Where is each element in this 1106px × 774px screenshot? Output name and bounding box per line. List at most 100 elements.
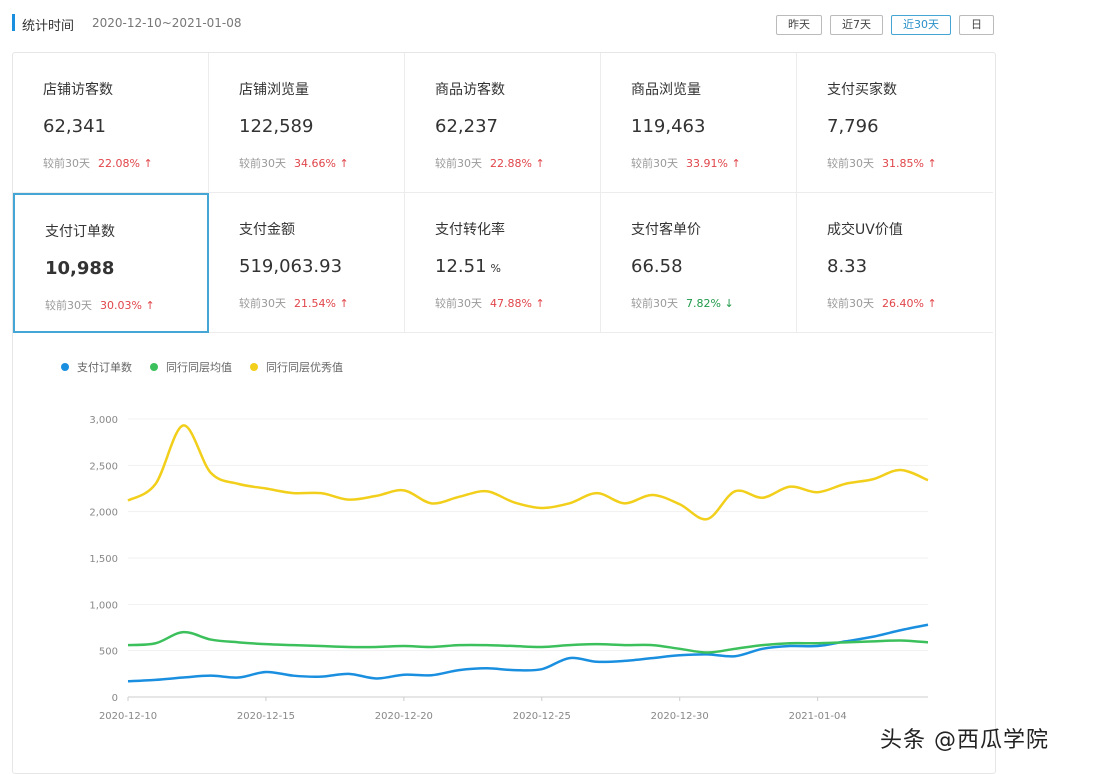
x-tick-label: 2021-01-04 (789, 711, 847, 722)
metric-title: 商品浏览量 (631, 82, 701, 98)
metric-compare: 较前30天 33.91% ↑ (631, 155, 741, 171)
section-accent-bar (12, 14, 15, 31)
y-tick-label: 1,500 (89, 554, 118, 565)
metric-compare: 较前30天 22.88% ↑ (435, 155, 545, 171)
change-percent: 31.85% (882, 157, 924, 170)
legend-label: 支付订单数 (77, 361, 132, 374)
compare-label: 较前30天 (631, 157, 678, 170)
metric-number: 62,341 (43, 116, 106, 137)
change-percent: 7.82% (686, 297, 721, 310)
metric-card[interactable]: 成交UV价值 8.33 较前30天 26.40% ↑ (797, 193, 993, 333)
legend-item-peer-excellent[interactable]: 同行同层优秀值 (250, 359, 343, 375)
arrow-up-icon: ↑ (335, 157, 349, 170)
y-tick-label: 0 (112, 693, 118, 704)
x-tick-label: 2020-12-10 (99, 711, 157, 722)
compare-label: 较前30天 (827, 297, 874, 310)
arrow-up-icon: ↑ (139, 157, 153, 170)
metric-number: 8.33 (827, 256, 868, 277)
metric-value: 8.33 (827, 256, 867, 277)
arrow-up-icon: ↑ (923, 297, 937, 310)
arrow-down-icon: ↓ (720, 297, 734, 310)
metric-number: 519,063.93 (239, 256, 343, 277)
metric-number: 122,589 (239, 116, 314, 137)
metric-card[interactable]: 支付客单价 66.58 较前30天 7.82% ↓ (601, 193, 797, 333)
compare-label: 较前30天 (435, 297, 482, 310)
metric-number: 10,988 (45, 258, 115, 279)
metric-value: 122,589 (239, 116, 313, 137)
change-percent: 22.88% (490, 157, 532, 170)
metric-value: 62,341 (43, 116, 106, 137)
metric-value: 119,463 (631, 116, 705, 137)
change-percent: 30.03% (100, 299, 142, 312)
metrics-panel: 店铺访客数 62,341 较前30天 22.08% ↑ 店铺浏览量 122,589 较前30… (12, 52, 996, 774)
legend-label: 同行同层均值 (166, 361, 232, 374)
line-chart: 0 500 1,000 1,500 2,000 2,500 3,000 2020-12-10 2… (89, 415, 929, 722)
legend-item-orders[interactable]: 支付订单数 (61, 359, 132, 375)
stats-time-bar: 统计时间 2020-12-10~2021-01-08 昨天 近7天 近30天 日 (12, 10, 994, 38)
series-line-0[interactable] (127, 623, 929, 683)
metric-card[interactable]: 店铺浏览量 122,589 较前30天 34.66% ↑ (209, 53, 405, 193)
metric-number: 66.58 (631, 256, 683, 277)
period-button-30days[interactable]: 近30天 (891, 15, 951, 35)
period-button-yesterday[interactable]: 昨天 (776, 15, 822, 35)
legend-dot-blue (61, 363, 69, 371)
metric-title: 成交UV价值 (827, 222, 903, 238)
metric-title: 支付买家数 (827, 82, 897, 98)
metric-value: 10,988 (45, 258, 114, 279)
metric-title: 支付客单价 (631, 222, 701, 238)
metric-value: 62,237 (435, 116, 498, 137)
arrow-up-icon: ↑ (923, 157, 937, 170)
metric-title: 店铺浏览量 (239, 82, 309, 98)
period-button-day[interactable]: 日 (959, 15, 994, 35)
metric-card[interactable]: 商品访客数 62,237 较前30天 22.88% ↑ (405, 53, 601, 193)
metric-compare: 较前30天 34.66% ↑ (239, 155, 349, 171)
change-percent: 34.66% (294, 157, 336, 170)
metric-card[interactable]: 商品浏览量 119,463 较前30天 33.91% ↑ (601, 53, 797, 193)
compare-label: 较前30天 (631, 297, 678, 310)
legend-dot-yellow (250, 363, 258, 371)
metric-card[interactable]: 支付订单数 10,988 较前30天 30.03% ↑ (13, 193, 209, 333)
metric-value: 12.51% (435, 256, 501, 277)
compare-label: 较前30天 (239, 297, 286, 310)
metric-number: 12.51 (435, 256, 487, 277)
stats-time-label: 统计时间 (22, 19, 75, 34)
period-button-7days[interactable]: 近7天 (830, 15, 883, 35)
metric-compare: 较前30天 26.40% ↑ (827, 295, 937, 311)
y-tick-label: 2,500 (89, 461, 118, 472)
metric-value: 519,063.93 (239, 256, 342, 277)
metrics-grid: 店铺访客数 62,341 较前30天 22.08% ↑ 店铺浏览量 122,589 较前30… (13, 53, 995, 334)
metric-unit: % (490, 262, 501, 275)
metric-title: 支付订单数 (45, 224, 115, 240)
metric-value: 66.58 (631, 256, 683, 277)
y-tick-label: 1,000 (89, 600, 118, 611)
compare-label: 较前30天 (45, 299, 92, 312)
watermark: 头条 @西瓜学院 (880, 728, 1049, 753)
legend-label: 同行同层优秀值 (266, 361, 343, 374)
metric-title: 商品访客数 (435, 82, 505, 98)
metric-compare: 较前30天 31.85% ↑ (827, 155, 937, 171)
series-line-1[interactable] (127, 630, 929, 654)
y-tick-label: 500 (99, 647, 118, 658)
date-range-text: 2020-12-10~2021-01-08 (92, 16, 242, 30)
metric-card[interactable]: 支付转化率 12.51% 较前30天 47.88% ↑ (405, 193, 601, 333)
legend-item-peer-average[interactable]: 同行同层均值 (150, 359, 232, 375)
metric-title: 店铺访客数 (43, 82, 113, 98)
change-percent: 26.40% (882, 297, 924, 310)
metric-card[interactable]: 支付买家数 7,796 较前30天 31.85% ↑ (797, 53, 993, 193)
change-percent: 21.54% (294, 297, 336, 310)
change-percent: 22.08% (98, 157, 140, 170)
arrow-up-icon: ↑ (727, 157, 741, 170)
period-switcher: 昨天 近7天 近30天 日 (776, 15, 994, 35)
metric-compare: 较前30天 7.82% ↓ (631, 295, 734, 311)
metric-card[interactable]: 支付金额 519,063.93 较前30天 21.54% ↑ (209, 193, 405, 333)
metric-compare: 较前30天 21.54% ↑ (239, 295, 349, 311)
series-line-2[interactable] (127, 424, 929, 521)
metric-compare: 较前30天 22.08% ↑ (43, 155, 153, 171)
change-percent: 47.88% (490, 297, 532, 310)
change-percent: 33.91% (686, 157, 728, 170)
metric-card[interactable]: 店铺访客数 62,341 较前30天 22.08% ↑ (13, 53, 209, 193)
y-tick-label: 3,000 (89, 415, 118, 426)
metric-title: 支付金额 (239, 222, 295, 238)
y-tick-label: 2,000 (89, 508, 118, 519)
metric-number: 119,463 (631, 116, 706, 137)
